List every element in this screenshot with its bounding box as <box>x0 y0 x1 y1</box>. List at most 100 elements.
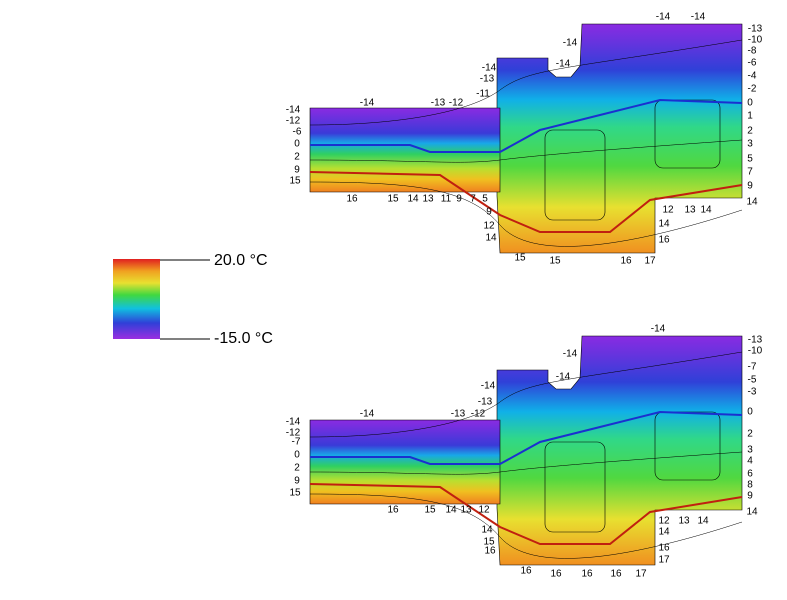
isotherm-label: -6 <box>748 58 757 69</box>
isotherm-label: -10 <box>748 35 763 46</box>
isotherm-label: -13 <box>480 74 495 85</box>
isotherm-label: 16 <box>610 569 622 580</box>
isotherm-label: 13 <box>422 194 434 205</box>
isotherm-label: -5 <box>748 375 757 386</box>
isotherm-label: -14 <box>481 381 496 392</box>
isotherm-label: 2 <box>294 152 300 163</box>
isotherm-label: 5 <box>747 154 753 165</box>
isotherm-label: -10 <box>748 346 763 357</box>
isotherm-label: 4 <box>747 456 753 467</box>
scale-min: -15.0 °C <box>214 330 273 347</box>
isotherm-label: 16 <box>346 194 358 205</box>
isotherm-label: 12 <box>662 205 674 216</box>
isotherm-label: 14 <box>407 194 419 205</box>
isotherm-label: 15 <box>549 256 561 267</box>
isotherm-label: 5 <box>482 194 488 205</box>
isotherm-label: -14 <box>286 417 301 428</box>
isotherm-label: -14 <box>482 63 497 74</box>
isotherm-label: 15 <box>424 505 436 516</box>
isotherm-label: 15 <box>483 537 495 548</box>
isotherm-label: 11 <box>441 194 452 205</box>
isotherm-label: 3 <box>747 445 753 456</box>
isotherm-label: 9 <box>456 194 462 205</box>
isotherm-label: 15 <box>514 253 526 264</box>
isotherm-label: 16 <box>620 256 632 267</box>
isotherm-label: 15 <box>387 194 399 205</box>
isotherm-label: -4 <box>748 71 757 82</box>
isotherm-label: -14 <box>556 59 571 70</box>
isotherm-label: 0 <box>747 98 753 109</box>
isotherm-label: 0 <box>747 407 753 418</box>
isotherm-label: -13 <box>478 397 493 408</box>
isotherm-label: -7 <box>292 437 301 448</box>
isotherm-label: 9 <box>294 165 300 176</box>
isotherm-label: -13 <box>748 24 763 35</box>
isotherm-label: -14 <box>563 349 578 360</box>
isotherm-label: -14 <box>286 105 301 116</box>
isotherm-label: 8 <box>747 480 753 491</box>
scale-max: 20.0 °C <box>214 252 268 269</box>
isotherm-label: 16 <box>484 546 496 557</box>
isotherm-label: 14 <box>485 233 497 244</box>
isotherm-label: -14 <box>656 12 671 23</box>
isotherm-label: 14 <box>697 516 709 527</box>
isotherm-label: 2 <box>747 429 753 440</box>
isotherm-label: 0 <box>294 450 300 461</box>
isotherm-label: -14 <box>556 372 571 383</box>
isotherm-label: -3 <box>748 387 757 398</box>
isotherm-label: -6 <box>293 127 302 138</box>
section-bottom <box>309 335 743 566</box>
isotherm-label: 7 <box>747 167 753 178</box>
isotherm-label: 0 <box>294 139 300 150</box>
isotherm-label: -12 <box>471 409 486 420</box>
isotherm-label: -13 <box>748 335 763 346</box>
isotherm-label: 14 <box>746 197 758 208</box>
isotherm-label: 14 <box>445 505 457 516</box>
isotherm-label: 16 <box>581 569 593 580</box>
isotherm-label: -12 <box>286 116 301 127</box>
isotherm-label: -13 <box>431 98 446 109</box>
isotherm-label: 14 <box>658 219 670 230</box>
isotherm-label: 6 <box>747 469 753 480</box>
isotherm-label: 14 <box>746 507 758 518</box>
isotherm-label: 9 <box>747 181 753 192</box>
isotherm-label: -2 <box>748 84 757 95</box>
color-scale <box>113 259 160 339</box>
isotherm-label: 2 <box>747 126 753 137</box>
isotherm-label: 16 <box>550 569 562 580</box>
isotherm-label: 12 <box>478 505 490 516</box>
isotherm-label: 13 <box>678 516 690 527</box>
isotherm-label: 15 <box>289 488 301 499</box>
isotherm-label: -12 <box>449 98 464 109</box>
isotherm-label: -7 <box>748 362 757 373</box>
isotherm-label: 9 <box>486 207 492 218</box>
isotherm-label: 2 <box>294 463 300 474</box>
section-top <box>309 23 743 254</box>
isotherm-label: -13 <box>451 409 466 420</box>
isotherm-label: 12 <box>658 516 670 527</box>
isotherm-label: 1 <box>747 111 753 122</box>
isotherm-label: -14 <box>691 12 706 23</box>
isotherm-label: 16 <box>658 543 670 554</box>
isotherm-label: -14 <box>563 38 578 49</box>
isotherm-label: 16 <box>658 235 670 246</box>
isotherm-label: -8 <box>748 46 757 57</box>
isotherm-label: 17 <box>644 256 656 267</box>
isotherm-label: 9 <box>294 476 300 487</box>
isotherm-label: 7 <box>470 194 476 205</box>
isotherm-label: 13 <box>460 505 472 516</box>
isotherm-label: 14 <box>700 205 712 216</box>
isotherm-label: 16 <box>387 505 399 516</box>
isotherm-label: -14 <box>360 409 375 420</box>
isotherm-label: -14 <box>360 98 375 109</box>
isotherm-label: 14 <box>658 527 670 538</box>
isotherm-label: -12 <box>286 428 301 439</box>
isotherm-label: 3 <box>747 139 753 150</box>
isotherm-label: 17 <box>635 569 647 580</box>
isotherm-label: 9 <box>747 491 753 502</box>
isotherm-label: 17 <box>658 555 670 566</box>
isotherm-label: 13 <box>684 205 696 216</box>
isotherm-label: 12 <box>483 221 495 232</box>
isotherm-label: 15 <box>289 176 301 187</box>
